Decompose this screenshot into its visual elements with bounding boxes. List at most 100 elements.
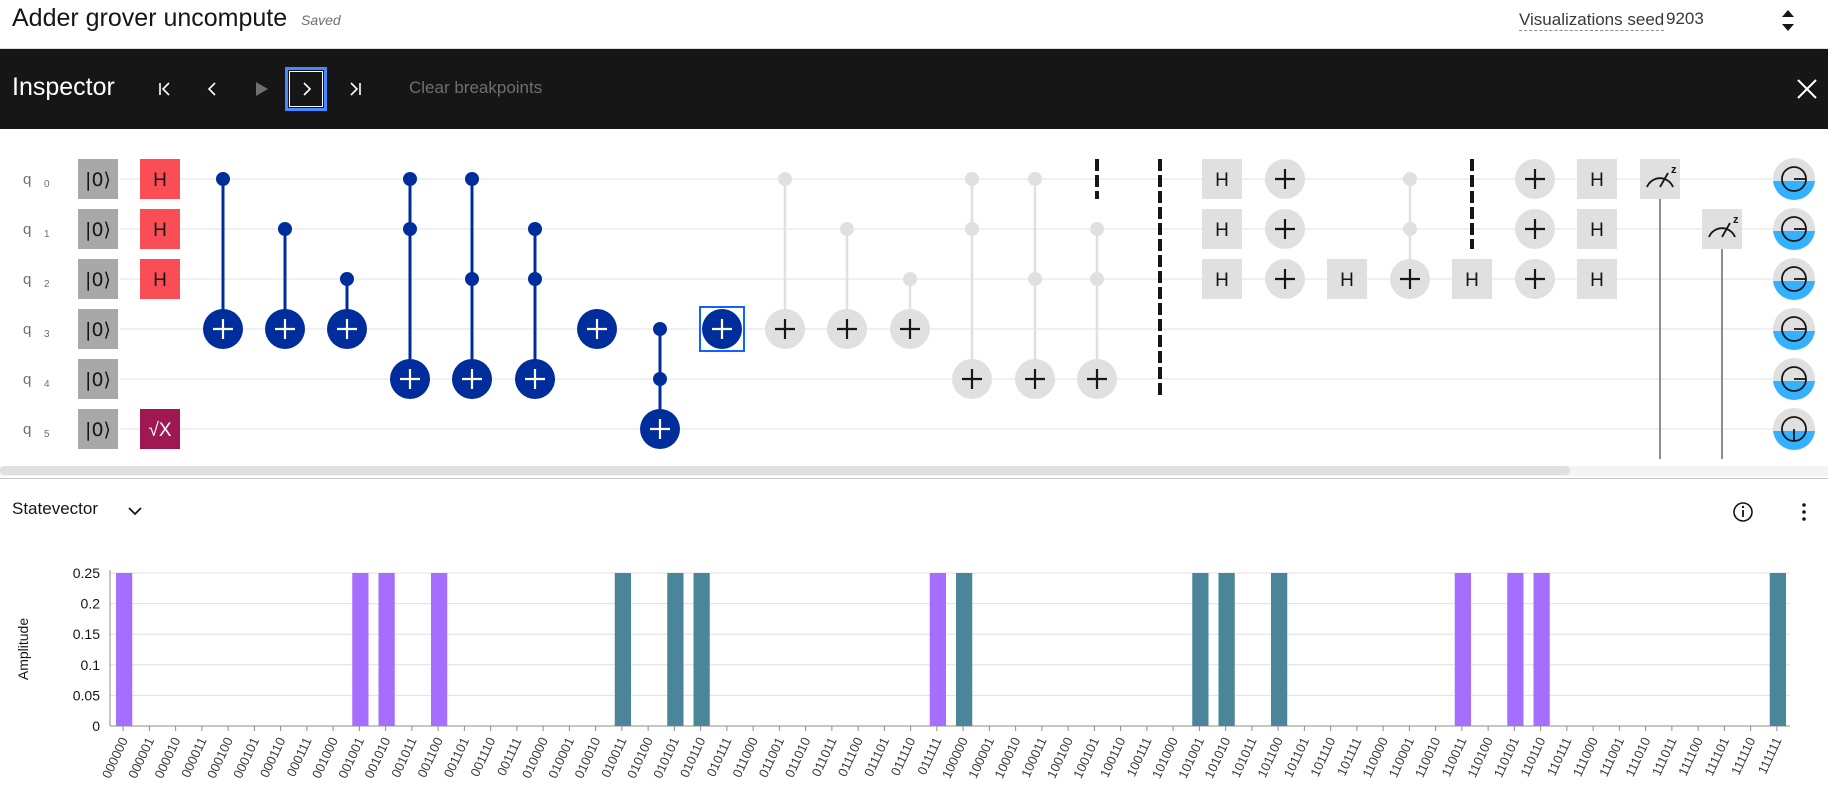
seed-stepper[interactable] [1776,4,1800,38]
seed-value-input[interactable]: 9203 [1666,9,1704,28]
amplitude-bar[interactable] [116,573,133,726]
control-dot[interactable] [1028,172,1042,186]
phase-disk[interactable] [1773,408,1815,450]
info-icon[interactable] [1731,500,1755,524]
control-dot[interactable] [278,222,292,236]
phase-disk[interactable] [1773,308,1815,350]
chevron-down-icon[interactable] [125,501,145,521]
control-dot[interactable] [1403,172,1417,186]
amplitude-bar[interactable] [693,573,710,726]
overflow-menu-icon[interactable] [1792,500,1816,524]
qubit-label[interactable]: q [23,271,31,288]
circuit-scrollbar-thumb[interactable] [0,466,1570,475]
control-dot[interactable] [778,172,792,186]
phase-disk[interactable] [1773,358,1815,400]
control-dot[interactable] [403,172,417,186]
step-back-button[interactable] [192,67,234,111]
hadamard-gate[interactable]: H [140,259,180,299]
close-icon[interactable] [1793,75,1821,103]
x-tick-label: 111111 [1755,735,1785,776]
hadamard-gate-label: H [1215,270,1229,291]
measure-basis-label: z [1671,164,1677,176]
hadamard-gate[interactable]: H [140,159,180,199]
hadamard-gate[interactable]: H [1452,259,1492,299]
control-dot[interactable] [340,272,354,286]
hadamard-gate-label: H [1465,270,1479,291]
stepper-up-icon[interactable] [1782,10,1794,17]
step-to-start-button[interactable] [144,67,186,111]
visualizations-seed-label[interactable]: Visualizations seed [1519,10,1665,31]
amplitude-bar[interactable] [1769,573,1786,726]
hadamard-gate[interactable]: H [140,209,180,249]
init-state-gate[interactable]: |0⟩ [78,209,118,249]
init-state-gate[interactable]: |0⟩ [78,259,118,299]
control-dot[interactable] [965,222,979,236]
control-dot[interactable] [1090,272,1104,286]
hadamard-gate[interactable]: H [1202,259,1242,299]
hadamard-gate-label: H [1340,270,1354,291]
panel-divider[interactable] [0,478,1828,479]
amplitude-bar[interactable] [1192,573,1209,726]
control-dot[interactable] [528,222,542,236]
control-dot[interactable] [465,272,479,286]
qubit-label[interactable]: q [23,321,31,338]
hadamard-gate[interactable]: H [1577,159,1617,199]
sqrt-x-gate[interactable]: √X [140,409,180,449]
statevector-dropdown-label[interactable]: Statevector [12,499,98,518]
amplitude-bar[interactable] [1271,573,1288,726]
init-state-label: |0⟩ [85,419,111,441]
hadamard-gate[interactable]: H [1577,259,1617,299]
qubit-label[interactable]: q [23,221,31,238]
qubit-label[interactable]: q [23,371,31,388]
phase-disk[interactable] [1773,258,1815,300]
amplitude-bar[interactable] [614,573,631,726]
clear-breakpoints-button[interactable]: Clear breakpoints [409,78,543,97]
sqrt-x-gate-label: √X [148,420,171,441]
amplitude-bar[interactable] [431,573,448,726]
measure-gate[interactable]: z [1640,159,1680,459]
control-dot[interactable] [216,172,230,186]
control-dot[interactable] [403,222,417,236]
amplitude-bar[interactable] [1533,573,1550,726]
init-state-gate[interactable]: |0⟩ [78,309,118,349]
control-dot[interactable] [1028,272,1042,286]
phase-disk[interactable] [1773,208,1815,250]
amplitude-bar[interactable] [378,573,395,726]
hadamard-gate[interactable]: H [1577,209,1617,249]
hadamard-gate[interactable]: H [1202,209,1242,249]
qubit-index: 3 [44,329,50,340]
control-dot[interactable] [653,372,667,386]
amplitude-bar[interactable] [1454,573,1471,726]
amplitude-bar[interactable] [956,573,973,726]
init-state-gate[interactable]: |0⟩ [78,409,118,449]
play-button[interactable] [240,67,282,111]
qubit-label[interactable]: q [23,171,31,188]
circuit-title[interactable]: Adder grover uncompute [12,4,288,32]
amplitude-bar[interactable] [1218,573,1235,726]
control-dot[interactable] [1090,222,1104,236]
hadamard-gate[interactable]: H [1327,259,1367,299]
stepper-down-icon[interactable] [1782,24,1794,31]
control-dot[interactable] [965,172,979,186]
control-dot[interactable] [528,272,542,286]
amplitude-bar[interactable] [667,573,684,726]
amplitude-bar[interactable] [352,573,369,726]
hadamard-gate-label: H [1215,220,1229,241]
control-dot[interactable] [1403,222,1417,236]
selected-gate-outline[interactable] [699,306,745,352]
measure-gate[interactable]: z [1702,209,1742,459]
phase-disk[interactable] [1773,158,1815,200]
init-state-gate[interactable]: |0⟩ [78,159,118,199]
control-dot[interactable] [840,222,854,236]
amplitude-bar[interactable] [1507,573,1524,726]
circuit-canvas[interactable]: q 0 |0⟩ q 1 |0⟩ q 2 |0⟩ q 3 |0⟩ q 4 |0⟩ q 5 |0⟩ H H H √X H H H H H… [0,130,1828,480]
control-dot[interactable] [465,172,479,186]
step-forward-button[interactable] [285,67,327,111]
qubit-label[interactable]: q [23,421,31,438]
control-dot[interactable] [903,272,917,286]
control-dot[interactable] [653,322,667,336]
init-state-gate[interactable]: |0⟩ [78,359,118,399]
hadamard-gate[interactable]: H [1202,159,1242,199]
step-to-end-button[interactable] [334,67,376,111]
amplitude-bar[interactable] [929,573,946,726]
